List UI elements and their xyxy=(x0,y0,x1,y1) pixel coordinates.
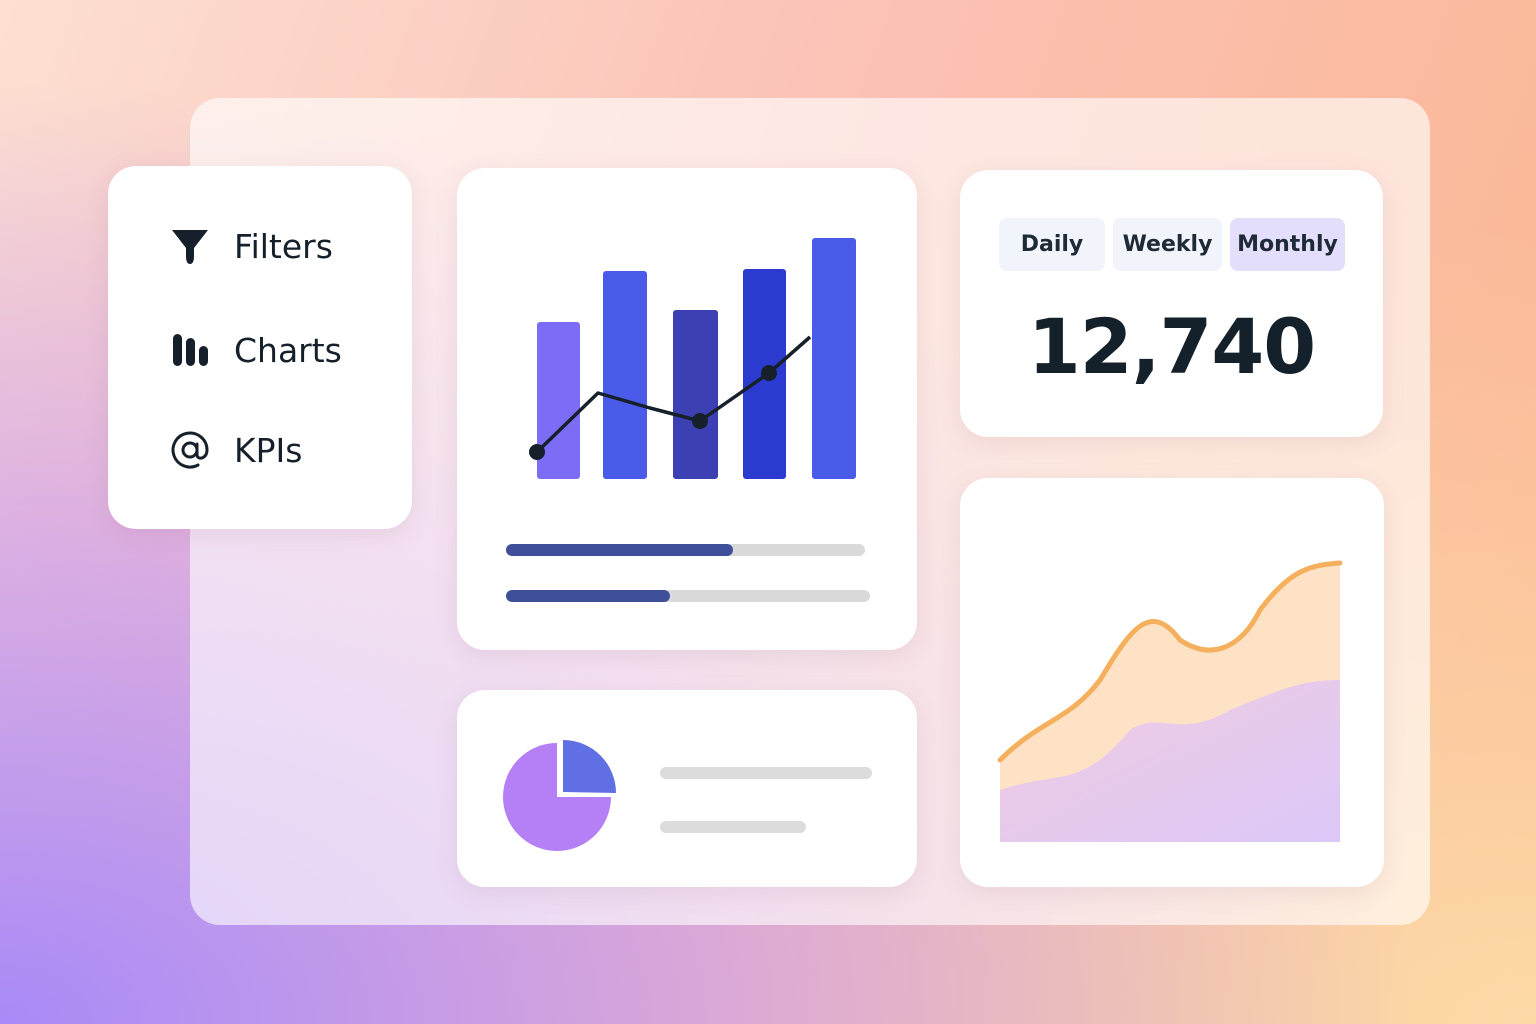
sidebar-item[interactable]: Filters xyxy=(168,224,333,268)
sidebar-label: KPIs xyxy=(234,430,303,470)
charts-icon xyxy=(173,334,208,366)
period-tab[interactable]: Weekly xyxy=(1113,218,1222,271)
bar-chart-illustration xyxy=(506,238,870,602)
kpi-value: 12,740 xyxy=(1027,302,1316,391)
sidebar-label: Charts xyxy=(234,330,342,370)
sidebar-item[interactable]: KPIs xyxy=(168,428,302,472)
pie-card xyxy=(457,690,917,887)
area-chart-illustration xyxy=(997,560,1343,842)
sidebar: Filters Charts KPIs xyxy=(108,166,412,529)
period-tab[interactable]: Daily xyxy=(999,218,1105,271)
filter-icon xyxy=(172,230,208,264)
kpi-card: Daily Weekly Monthly 12,740 xyxy=(960,170,1383,437)
sidebar-item[interactable]: Charts xyxy=(168,328,342,372)
sidebar-label: Filters xyxy=(234,226,333,266)
pie-illustration xyxy=(503,740,872,851)
kpi-icon xyxy=(171,431,209,469)
bar-chart-card xyxy=(457,168,917,650)
period-tab[interactable]: Monthly xyxy=(1230,218,1345,271)
area-chart-card xyxy=(960,478,1384,887)
